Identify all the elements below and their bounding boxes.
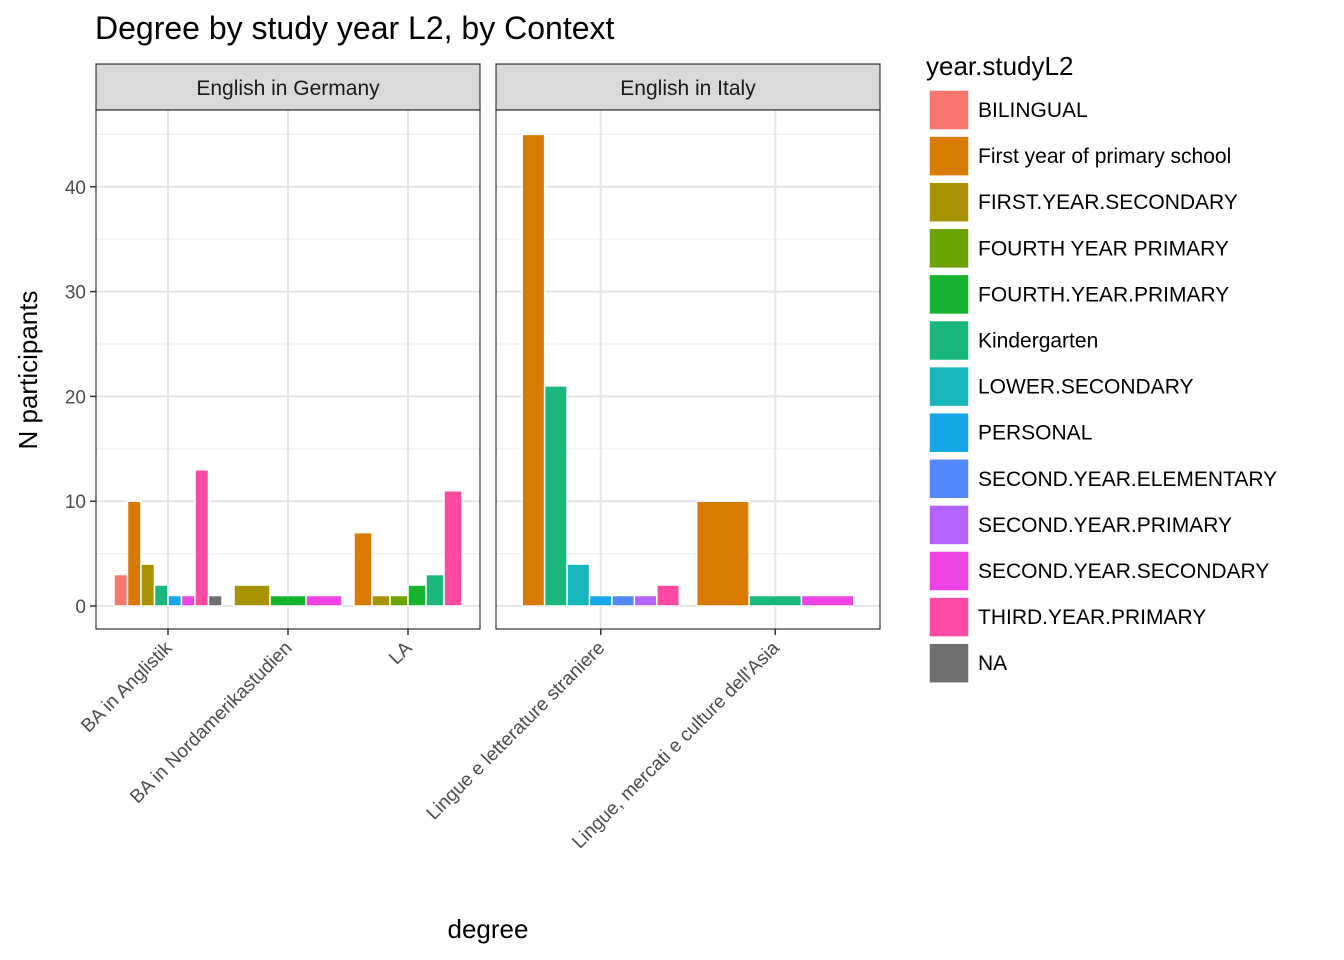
- bar-la-first-year-of-primary-school: [353, 531, 373, 607]
- legend-key: [928, 550, 970, 592]
- bar-lingue-e-letterature-straniere-personal: [588, 594, 613, 607]
- legend-label: FIRST.YEAR.SECONDARY: [978, 191, 1238, 214]
- legend-item-lower-secondary: LOWER.SECONDARY: [928, 365, 1194, 408]
- legend-key: [928, 181, 970, 223]
- legend-key: [928, 411, 970, 454]
- chart-title: Degree by study year L2, by Context: [95, 10, 615, 46]
- legend-item-second-year-secondary: SECOND.YEAR.SECONDARY: [928, 550, 1269, 592]
- y-tick-label: 20: [65, 387, 86, 408]
- bar-ba-in-anglistik-first-year-secondary: [140, 563, 156, 607]
- facet-strip: [495, 63, 881, 111]
- legend-label: NA: [978, 652, 1007, 675]
- x-axis-title: degree: [448, 914, 529, 944]
- legend-key: [928, 458, 970, 500]
- bar-ba-in-anglistik-kindergarten: [153, 584, 169, 607]
- facet-label: English in Italy: [620, 77, 756, 100]
- x-tick-label: Lingue, mercati e culture dell'Asia: [568, 637, 784, 853]
- legend-title: year.studyL2: [926, 51, 1073, 81]
- bar-ba-in-anglistik-second-year-secondary: [180, 594, 196, 607]
- bar-lingue-e-letterature-straniere-second-year-primary: [633, 594, 658, 607]
- y-tick-label: 30: [65, 283, 86, 304]
- x-tick-label: LA: [385, 637, 417, 669]
- legend-item-kindergarten: Kindergarten: [928, 319, 1098, 362]
- bar-lingue-e-letterature-straniere-first-year-of-primary-school: [521, 133, 546, 607]
- legend-label: BILINGUAL: [978, 99, 1088, 122]
- bar-ba-in-anglistik-personal: [167, 594, 183, 607]
- legend-label: SECOND.YEAR.SECONDARY: [978, 560, 1269, 583]
- bar-ba-in-anglistik-bilingual: [113, 573, 129, 607]
- legend-label: Kindergarten: [978, 330, 1098, 353]
- bar-lingue-mercati-e-culture-dell-asia-first-year-of-primary-school: [695, 500, 750, 607]
- bar-ba-in-anglistik-na: [207, 594, 223, 607]
- panel-english-in-italy: English in Italy Lingue e letterature str…: [423, 63, 881, 853]
- x-tick-label: BA in Anglistik: [77, 637, 177, 737]
- legend-label: First year of primary school: [978, 145, 1231, 168]
- bar-ba-in-anglistik-third-year-primary: [194, 469, 210, 607]
- legend-label: FOURTH YEAR PRIMARY: [978, 237, 1229, 260]
- legend-key: [928, 135, 970, 177]
- legend-item-second-year-elementary: SECOND.YEAR.ELEMENTARY: [928, 458, 1277, 500]
- panel-border: [95, 109, 481, 630]
- bar-ba-in-anglistik-first-year-of-primary-school: [126, 500, 142, 607]
- legend-item-fourth-year-primary: FOURTH.YEAR.PRIMARY: [928, 273, 1229, 316]
- legend-label: LOWER.SECONDARY: [978, 376, 1194, 399]
- bar-lingue-e-letterature-straniere-kindergarten: [543, 385, 568, 607]
- y-axis-title: N participants: [13, 291, 43, 450]
- legend-item-first-year-of-primary-school: First year of primary school: [928, 135, 1231, 177]
- bar-la-fourth-year-primary: [389, 594, 409, 607]
- bar-lingue-e-letterature-straniere-second-year-elementary: [611, 594, 636, 607]
- legend-key: [928, 227, 970, 270]
- legend: BILINGUAL First year of primary school FIR…: [928, 89, 1277, 684]
- y-tick-label: 0: [75, 597, 86, 618]
- y-tick-label: 10: [65, 492, 86, 513]
- legend-key: [928, 596, 970, 638]
- legend-key: [928, 504, 970, 546]
- legend-item-personal: PERSONAL: [928, 411, 1092, 454]
- legend-item-fourth-year-primary: FOURTH YEAR PRIMARY: [928, 227, 1229, 270]
- bar-ba-in-nordamerikastudien-second-year-secondary: [305, 594, 343, 607]
- bar-la-third-year-primary: [443, 489, 463, 607]
- legend-label: SECOND.YEAR.PRIMARY: [978, 514, 1232, 537]
- legend-key: [928, 365, 970, 408]
- y-axis: 0 10 20 30 40: [65, 178, 96, 618]
- legend-item-third-year-primary: THIRD.YEAR.PRIMARY: [928, 596, 1206, 638]
- bar-ba-in-nordamerikastudien-first-year-secondary: [233, 584, 271, 607]
- legend-label: FOURTH.YEAR.PRIMARY: [978, 283, 1229, 306]
- bar-lingue-e-letterature-straniere-third-year-primary: [656, 584, 681, 607]
- facet-strip: [95, 63, 481, 111]
- legend-item-second-year-primary: SECOND.YEAR.PRIMARY: [928, 504, 1232, 546]
- bar-lingue-mercati-e-culture-dell-asia-kindergarten: [748, 594, 803, 607]
- facet-label: English in Germany: [196, 77, 380, 100]
- bar-la-fourth-year-primary: [407, 584, 427, 607]
- x-tick-label: Lingue e letterature straniere: [423, 638, 610, 825]
- legend-key: [928, 273, 970, 316]
- legend-label: SECOND.YEAR.ELEMENTARY: [978, 468, 1277, 491]
- legend-key: [928, 319, 970, 362]
- legend-key: [928, 89, 970, 131]
- legend-item-bilingual: BILINGUAL: [928, 89, 1088, 131]
- bar-la-first-year-secondary: [371, 594, 391, 607]
- legend-label: THIRD.YEAR.PRIMARY: [978, 606, 1206, 629]
- y-tick-label: 40: [65, 178, 86, 199]
- panel-border: [495, 109, 881, 630]
- bar-ba-in-nordamerikastudien-fourth-year-primary: [269, 594, 307, 607]
- legend-label: PERSONAL: [978, 422, 1092, 445]
- legend-key: [928, 642, 970, 684]
- legend-item-first-year-secondary: FIRST.YEAR.SECONDARY: [928, 181, 1238, 223]
- bar-lingue-mercati-e-culture-dell-asia-second-year-secondary: [800, 594, 855, 607]
- bar-lingue-e-letterature-straniere-lower-secondary: [566, 563, 591, 607]
- legend-item-na: NA: [928, 642, 1007, 684]
- bar-la-kindergarten: [425, 573, 445, 607]
